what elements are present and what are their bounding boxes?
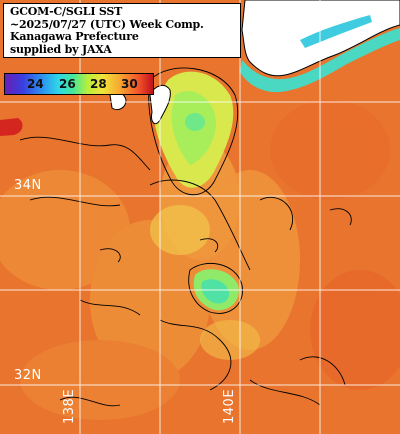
lat-label-34n: 34N bbox=[14, 178, 42, 193]
cool-patches bbox=[150, 71, 260, 360]
sst-contours bbox=[19, 67, 352, 407]
lat-label-32n: 32N bbox=[14, 368, 42, 383]
coastal-cold-strip bbox=[240, 28, 400, 93]
color-tick-26: 26 bbox=[59, 77, 76, 91]
color-scale-bar: 24 26 28 30 bbox=[4, 73, 154, 95]
title-line-3: Kanagawa Prefecture bbox=[10, 30, 139, 43]
title-line-4: supplied by JAXA bbox=[10, 42, 112, 56]
title-line-2: ~2025/07/27 (UTC) Week Comp. bbox=[10, 17, 204, 31]
left-warm-blob bbox=[0, 118, 23, 136]
color-tick-30: 30 bbox=[121, 77, 138, 91]
color-tick-28: 28 bbox=[90, 77, 107, 91]
lon-label-138e: 138E bbox=[62, 388, 77, 424]
color-tick-24: 24 bbox=[27, 77, 44, 91]
title-line-1: GCOM-C/SGLI SST bbox=[10, 5, 123, 18]
lon-label-140e: 140E bbox=[222, 388, 237, 424]
title-box: GCOM-C/SGLI SST ~2025/07/27 (UTC) Week C… bbox=[3, 3, 241, 58]
